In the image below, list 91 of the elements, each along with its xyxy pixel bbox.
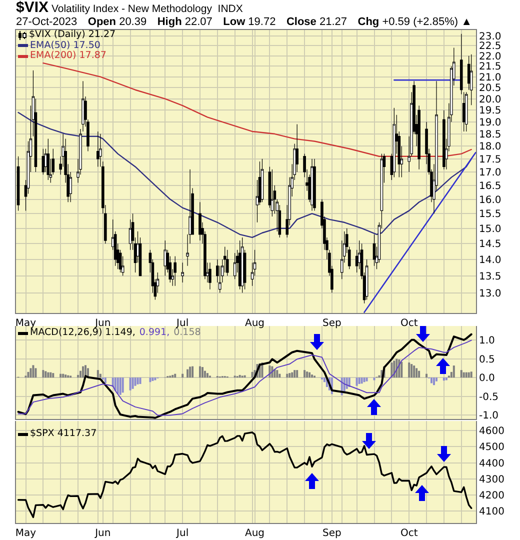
y-tick-label: 16.5 bbox=[479, 180, 502, 192]
y-tick-label: 13.5 bbox=[479, 271, 502, 282]
candlestick bbox=[164, 240, 167, 276]
x-tick-label: Sep bbox=[322, 318, 342, 329]
candlestick bbox=[442, 110, 446, 170]
legend-label: EMA(200) 17.87 bbox=[30, 50, 106, 62]
candlestick bbox=[392, 108, 396, 178]
candlestick bbox=[310, 158, 314, 211]
y-tick-label: 19.0 bbox=[479, 117, 502, 128]
x-tick-label: Sep bbox=[322, 528, 342, 539]
candlestick bbox=[460, 34, 463, 95]
y-tick-label: 20.0 bbox=[479, 94, 502, 106]
candlestick bbox=[16, 156, 20, 211]
candlestick bbox=[46, 138, 50, 180]
text: 0.158 bbox=[174, 327, 201, 338]
candlestick bbox=[270, 169, 274, 217]
candlestick bbox=[313, 158, 316, 211]
chart-title: $VIX Volatility Index - New Methodology INDX bbox=[16, 0, 243, 16]
candlestick bbox=[208, 262, 212, 290]
y-tick-label: 4300 bbox=[479, 474, 504, 486]
legend-label: $SPX 4117.37 bbox=[30, 428, 97, 440]
x-tick-label: Aug bbox=[244, 528, 265, 539]
y-tick-label: 19.5 bbox=[479, 106, 502, 117]
x-tick-label: Oct bbox=[400, 318, 418, 329]
text: 0.991, bbox=[139, 327, 170, 338]
candlestick bbox=[470, 54, 473, 106]
candlestick bbox=[96, 131, 100, 168]
y-tick-label: 1.0 bbox=[479, 335, 495, 346]
bar bbox=[201, 367, 204, 378]
candlestick bbox=[418, 105, 420, 170]
line-series bbox=[18, 112, 472, 238]
line-series bbox=[42, 62, 472, 157]
y-tick-label: -1.0 bbox=[479, 410, 499, 422]
bar bbox=[306, 372, 308, 378]
text: 27-Oct-2023 Open 20.39 High 22.07 Low 19.72 Close 21.27 Chg +0.59 (+2.85%) ▲ bbox=[16, 16, 472, 28]
y-tick-label: 16.0 bbox=[479, 194, 502, 206]
candlestick bbox=[226, 250, 229, 276]
x-tick-label: Jun bbox=[94, 318, 111, 329]
y-tick-label: 0.5 bbox=[479, 354, 495, 366]
candlestick bbox=[240, 237, 244, 294]
candlestick bbox=[260, 158, 264, 202]
y-tick-label: 20.5 bbox=[479, 83, 502, 94]
legend-label: $VIX (Daily) 21.27 bbox=[29, 29, 116, 40]
bar bbox=[129, 378, 132, 390]
candlestick bbox=[233, 252, 236, 280]
y-tick-label: 4600 bbox=[479, 426, 504, 438]
y-tick-label: 4400 bbox=[479, 458, 504, 470]
candlestick bbox=[198, 202, 202, 241]
candlestick bbox=[181, 262, 184, 283]
candlestick bbox=[462, 92, 466, 132]
candlestick bbox=[464, 92, 468, 132]
bar bbox=[442, 378, 445, 381]
bar bbox=[408, 362, 410, 378]
y-tick-label: -0.5 bbox=[479, 392, 499, 403]
y-tick-label: 22.5 bbox=[479, 41, 502, 52]
y-tick-label: 23.0 bbox=[479, 31, 502, 42]
bar bbox=[373, 378, 376, 380]
legend-label: EMA(50) 17.50 bbox=[30, 40, 100, 51]
x-tick-label: Aug bbox=[244, 318, 265, 329]
y-tick-label: 4200 bbox=[479, 490, 504, 502]
candlestick bbox=[238, 240, 242, 290]
bar bbox=[445, 378, 448, 380]
bar bbox=[304, 370, 306, 378]
legend-label: MACD(12,26,9) 1.149, bbox=[30, 327, 136, 338]
y-tick-label: 17.5 bbox=[479, 154, 502, 166]
y-tick-label: 15.5 bbox=[479, 209, 502, 220]
bar bbox=[199, 366, 201, 378]
y-tick-label: 4100 bbox=[479, 506, 504, 518]
y-tick-label: 18.5 bbox=[479, 129, 502, 140]
y-tick-label: 18.0 bbox=[479, 142, 502, 153]
candlestick bbox=[365, 259, 368, 300]
y-tick-label: 13.0 bbox=[479, 288, 502, 300]
x-tick-label: Jun bbox=[94, 528, 111, 539]
candlestick bbox=[174, 256, 176, 286]
x-tick-label: Oct bbox=[400, 528, 418, 539]
x-tick-label: Jul bbox=[176, 318, 189, 329]
y-tick-label: 15.0 bbox=[479, 224, 502, 235]
bar bbox=[60, 374, 62, 378]
x-tick-label: Jul bbox=[176, 528, 189, 539]
y-tick-label: 21.0 bbox=[479, 72, 502, 84]
y-tick-label: 22.0 bbox=[479, 51, 502, 62]
y-tick-label: 17.0 bbox=[479, 167, 502, 178]
y-tick-label: 0.0 bbox=[479, 373, 495, 384]
y-tick-label: 21.5 bbox=[479, 62, 502, 73]
x-tick-label: May bbox=[15, 318, 36, 329]
bar bbox=[410, 364, 413, 378]
y-tick-label: 14.0 bbox=[479, 254, 502, 266]
y-tick-label: 14.5 bbox=[479, 239, 502, 250]
x-tick-label: May bbox=[15, 528, 36, 539]
y-tick-label: 4500 bbox=[479, 442, 504, 454]
candlestick bbox=[372, 234, 376, 266]
